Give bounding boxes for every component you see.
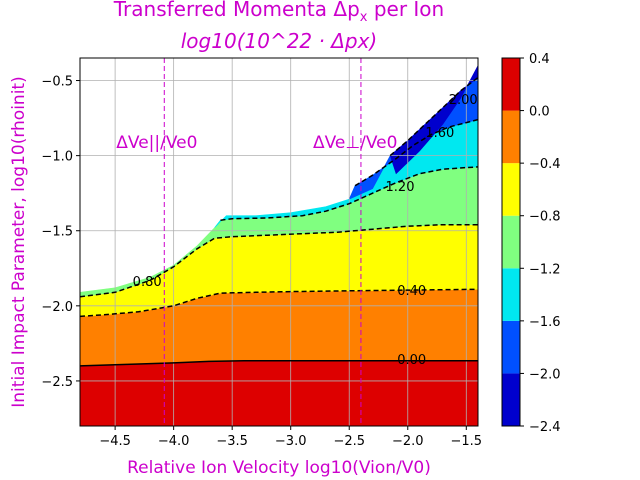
colorbar-tick-label-1: −2.0	[529, 367, 561, 382]
y-tick-label-4: −0.5	[41, 75, 73, 90]
x-tick-label-0: −4.5	[99, 434, 131, 449]
plot-frame	[79, 57, 479, 427]
contour-band-0	[80, 360, 478, 426]
colorbar-segment-1	[502, 320, 520, 374]
colorbar-segment-2	[502, 268, 520, 321]
chart-title-line1: Transferred Momenta Δpx per Ion	[113, 0, 444, 25]
colorbar-tick-label-5: −0.4	[529, 157, 561, 172]
y-tick-label-2: −1.5	[41, 225, 73, 240]
y-tick-label-1: −2.0	[41, 300, 73, 315]
colorbar-segment-0	[502, 373, 520, 426]
contour-label-2: 0.80	[133, 275, 162, 290]
y-tick-label-3: −1.0	[41, 150, 73, 165]
contour-label-5: 2.00	[449, 93, 478, 108]
contour-line-5	[389, 76, 478, 157]
y-axis-ticks: −2.5 −2.0 −1.5 −1.0 −0.5	[41, 75, 80, 390]
x-tick-label-5: −2.0	[392, 434, 424, 449]
plot-area	[80, 65, 478, 426]
contour-line-3	[220, 166, 478, 221]
x-tick-label-4: −2.5	[333, 434, 365, 449]
y-tick-label-0: −2.5	[41, 375, 73, 390]
colorbar-segment-6	[502, 58, 520, 111]
colorbar-segment-5	[502, 110, 520, 164]
x-axis-label: Relative Ion Velocity log10(Vion/V0)	[127, 458, 431, 478]
colorbar-tick-label-6: 0.0	[529, 105, 550, 120]
reference-line-label-0: ΔVe||/Ve0	[116, 133, 197, 153]
colorbar-frame	[501, 57, 521, 427]
contour-labels: 0.00 0.40 0.80 1.20 1.60 2.00	[133, 93, 478, 368]
colorbar-tick-label-0: −2.4	[529, 420, 561, 435]
contour-line-1	[80, 288, 478, 318]
colorbar-tick-label-3: −1.2	[529, 262, 561, 277]
x-tick-label-3: −3.0	[275, 434, 307, 449]
x-tick-label-6: −1.5	[451, 434, 483, 449]
x-tick-label-2: −3.5	[216, 434, 248, 449]
colorbar-segment-4	[502, 163, 520, 216]
contour-label-3: 1.20	[386, 180, 415, 195]
x-tick-label-1: −4.0	[158, 434, 190, 449]
x-axis-ticks: −4.5 −4.0 −3.5 −3.0 −2.5 −2.0 −1.5	[99, 426, 482, 449]
colorbar-tick-label-2: −1.6	[529, 315, 561, 330]
contour-line-2	[80, 223, 478, 298]
reference-lines	[163, 58, 362, 426]
contour-label-0: 0.00	[397, 353, 426, 368]
colorbar-segment-3	[502, 215, 520, 269]
colorbar-tick-label-4: −0.8	[529, 210, 561, 225]
contour-line-4	[354, 118, 478, 187]
colorbar: −2.4 −2.0 −1.6 −1.2 −0.8 −0.4 0.0 0.4	[501, 52, 561, 435]
chart-title-line2: log10(10^22 · Δpx)	[181, 29, 377, 53]
contour-label-4: 1.60	[425, 126, 454, 141]
contour-lines	[80, 76, 478, 367]
reference-line-label-1: ΔVe⊥/Ve0	[313, 133, 398, 153]
contour-line-0	[80, 359, 478, 367]
colorbar-tick-label-7: 0.4	[529, 52, 550, 67]
contour-label-1: 0.40	[397, 284, 426, 299]
y-axis-label: Initial Impact Parameter, log10(rhoinit)	[9, 76, 29, 407]
